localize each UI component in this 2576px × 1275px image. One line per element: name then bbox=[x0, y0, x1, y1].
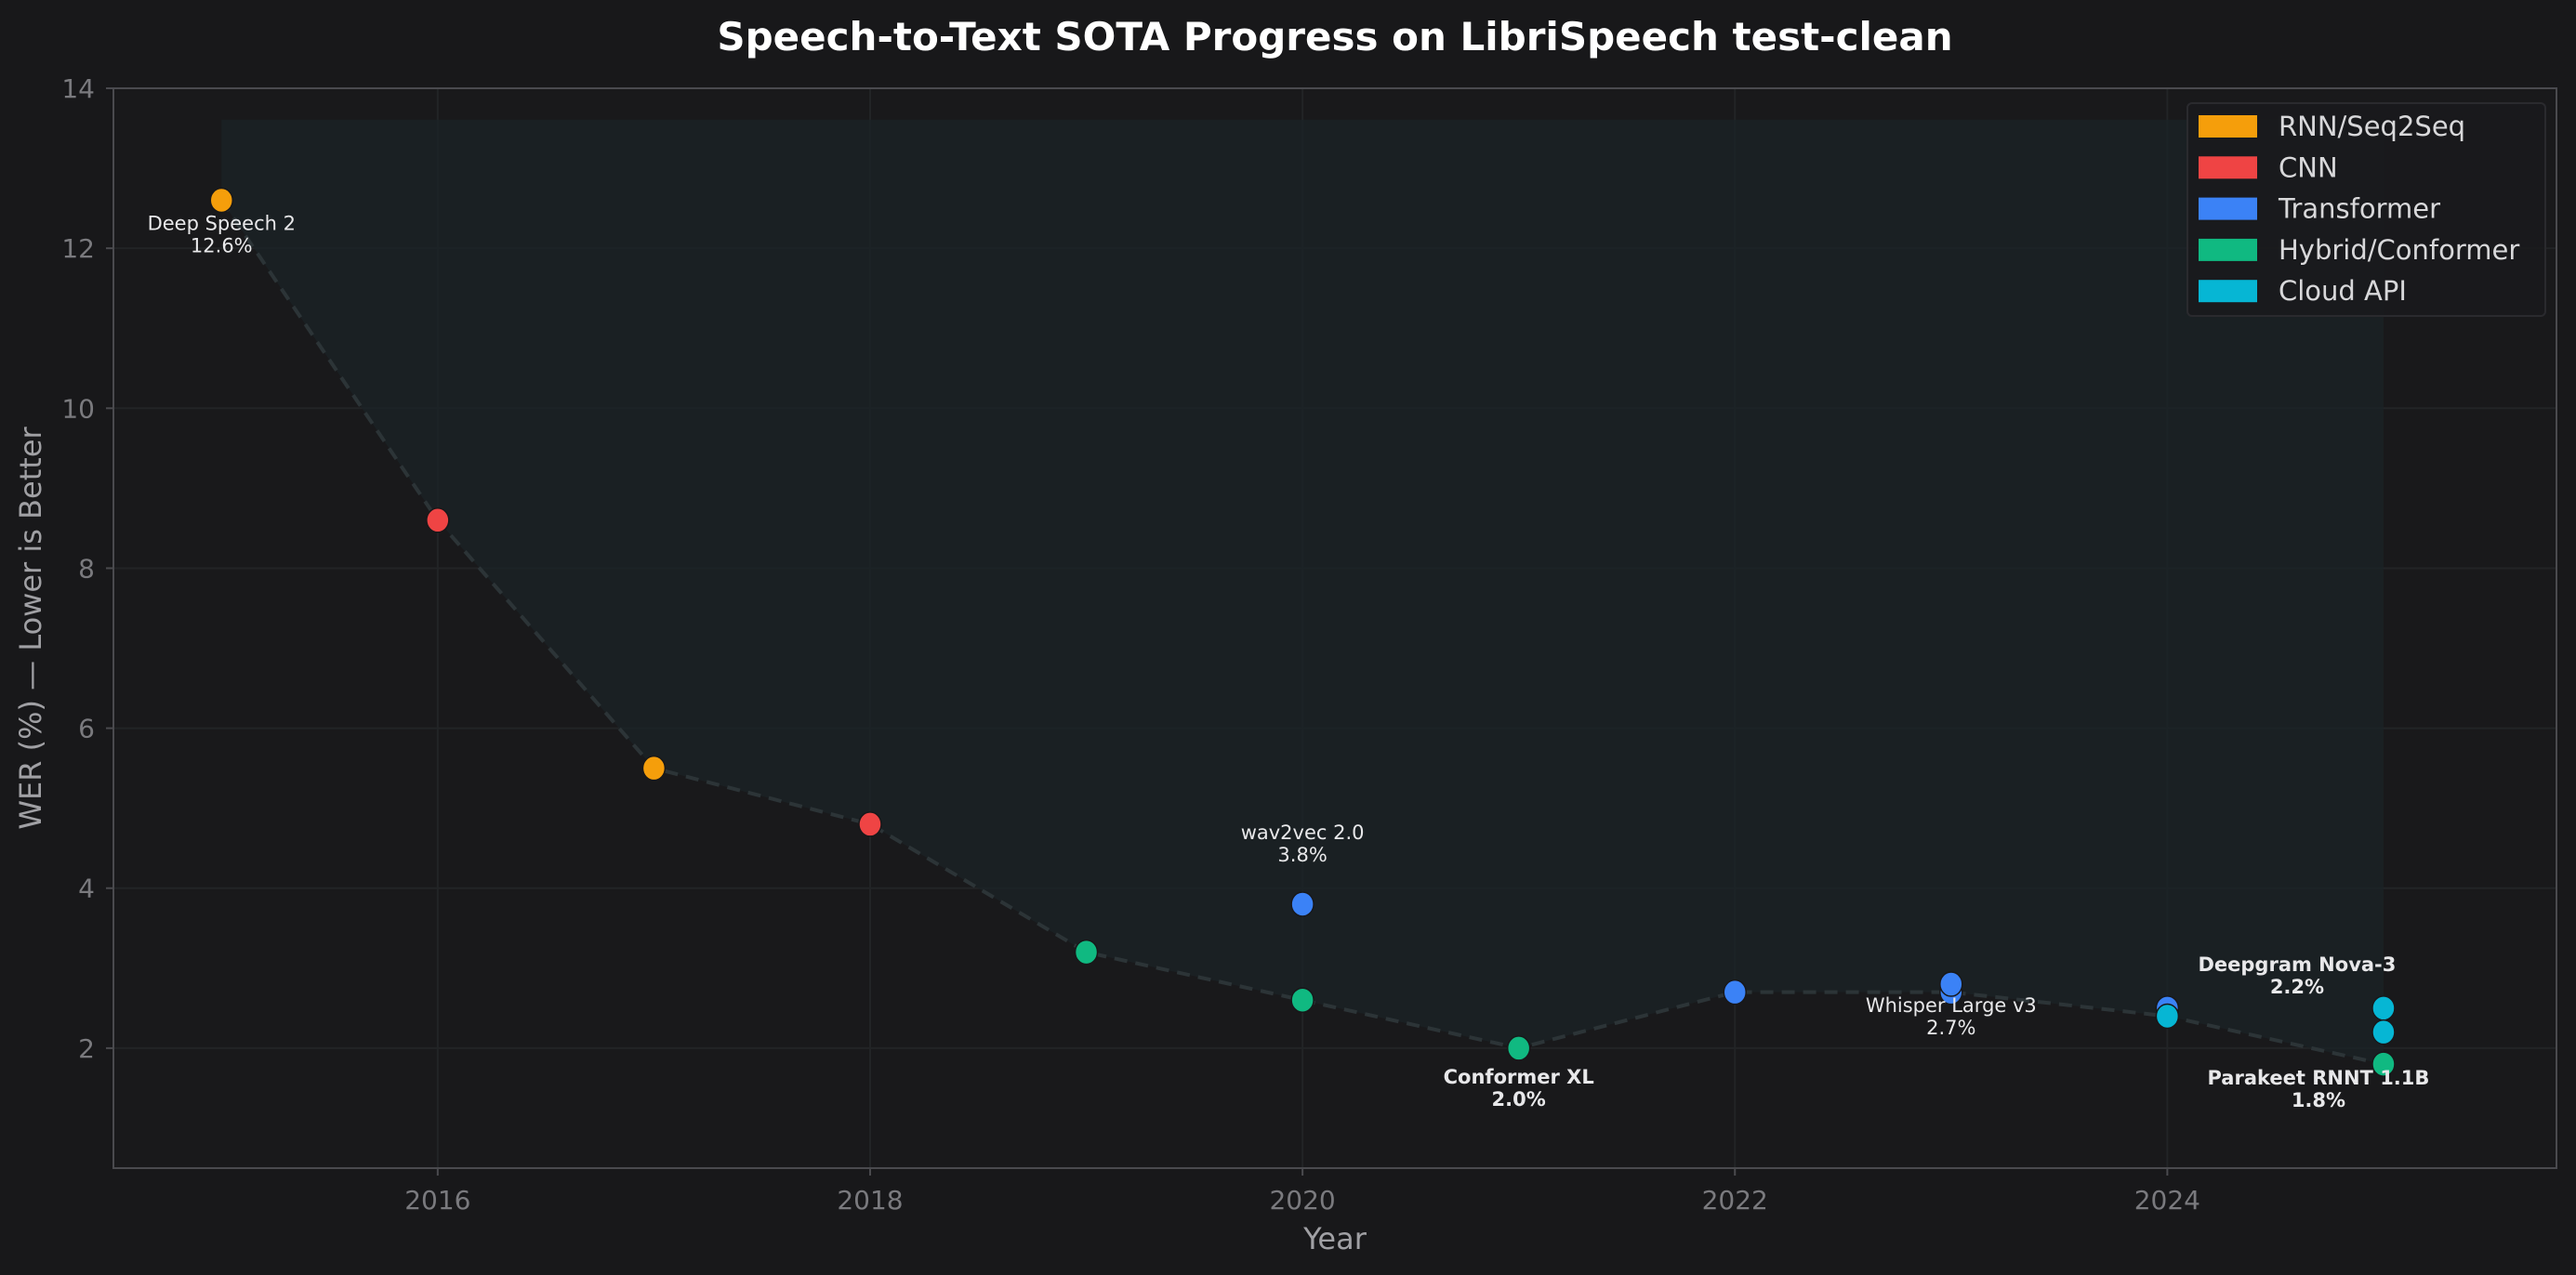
annotation-label: Deepgram Nova-3 bbox=[2198, 953, 2396, 976]
data-point-rnn-seq2seq bbox=[209, 187, 234, 214]
data-point-cloud-api bbox=[2371, 1019, 2396, 1045]
annotation-label: wav2vec 2.0 bbox=[1241, 822, 1365, 844]
annotation-label: Conformer XL bbox=[1444, 1066, 1594, 1088]
annotation-value: 1.8% bbox=[2292, 1089, 2345, 1111]
legend-swatch bbox=[2199, 156, 2257, 179]
y-tick-label: 2 bbox=[78, 1033, 95, 1064]
legend-swatch bbox=[2199, 280, 2257, 303]
y-tick-label: 4 bbox=[78, 874, 95, 904]
y-tick-label: 12 bbox=[61, 233, 95, 264]
legend-label: RNN/Seq2Seq bbox=[2279, 111, 2465, 142]
data-point-transformer bbox=[1290, 891, 1314, 917]
x-tick-label: 2016 bbox=[404, 1185, 470, 1216]
annotation-value: 2.0% bbox=[1492, 1088, 1546, 1111]
legend-swatch bbox=[2199, 115, 2257, 138]
data-point-cloud-api bbox=[2155, 1003, 2180, 1030]
legend-label: Hybrid/Conformer bbox=[2279, 234, 2519, 266]
data-point-cnn bbox=[858, 811, 882, 837]
legend-box bbox=[2186, 102, 2546, 317]
y-tick-label: 6 bbox=[78, 714, 95, 744]
annotation-label: Parakeet RNNT 1.1B bbox=[2207, 1067, 2429, 1089]
annotation-label: Whisper Large v3 bbox=[1866, 994, 2037, 1017]
annotation-value: 3.8% bbox=[1277, 844, 1327, 866]
frontier-fill bbox=[221, 119, 2384, 1065]
annotation-label: Deep Speech 2 bbox=[148, 213, 296, 235]
y-tick-label: 8 bbox=[78, 553, 95, 584]
legend: RNN/Seq2Seq CNN Transformer Hybrid/Conforme… bbox=[2186, 102, 2546, 317]
data-point-hybrid-conformer bbox=[1290, 987, 1314, 1013]
data-point-hybrid-conformer bbox=[2371, 1051, 2396, 1077]
legend-label: Cloud API bbox=[2279, 275, 2407, 307]
annotation-value: 12.6% bbox=[191, 235, 253, 257]
x-axis-label: Year bbox=[1302, 1221, 1367, 1256]
data-point-cnn bbox=[426, 507, 450, 533]
legend-swatch bbox=[2199, 197, 2257, 220]
data-point-transformer bbox=[1723, 979, 1747, 1006]
data-point-transformer bbox=[1939, 971, 1963, 997]
legend-swatch bbox=[2199, 238, 2257, 261]
data-point-cloud-api bbox=[2371, 995, 2396, 1021]
legend-label: Transformer bbox=[2278, 193, 2440, 225]
y-axis-label: WER (%) — Lower is Better bbox=[13, 426, 48, 829]
x-tick-label: 2024 bbox=[2134, 1185, 2200, 1216]
legend-label: CNN bbox=[2279, 151, 2338, 183]
x-tick-label: 2018 bbox=[837, 1185, 903, 1216]
data-point-hybrid-conformer bbox=[1074, 939, 1099, 966]
axis-ticks: 2016 2018 2020 2022 2024 2 4 6 8 10 12 14 bbox=[61, 73, 2200, 1216]
annotation-value: 2.7% bbox=[1926, 1017, 1975, 1039]
annotation-value: 2.2% bbox=[2270, 976, 2324, 998]
plot-frame bbox=[112, 87, 2557, 1169]
x-tick-label: 2022 bbox=[1702, 1185, 1768, 1216]
annotations: Deep Speech 212.6% wav2vec 2.03.8% Conform… bbox=[148, 213, 2430, 1112]
data-points bbox=[209, 187, 2396, 1077]
y-tick-label: 14 bbox=[61, 73, 95, 104]
data-point-hybrid-conformer bbox=[1506, 1035, 1531, 1061]
y-tick-label: 10 bbox=[61, 393, 95, 424]
data-point-rnn-seq2seq bbox=[641, 755, 667, 782]
x-tick-label: 2020 bbox=[1269, 1185, 1335, 1216]
chart-title: Speech-to-Text SOTA Progress on LibriSpe… bbox=[717, 14, 1952, 59]
